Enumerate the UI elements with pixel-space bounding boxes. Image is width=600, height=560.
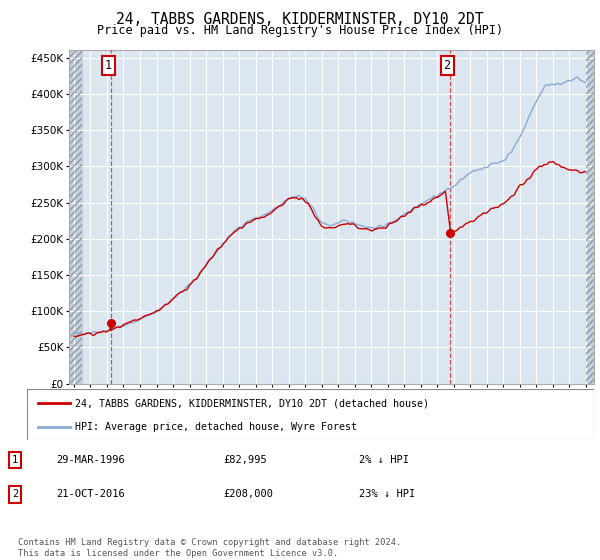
FancyBboxPatch shape bbox=[27, 389, 594, 440]
Text: 24, TABBS GARDENS, KIDDERMINSTER, DY10 2DT (detached house): 24, TABBS GARDENS, KIDDERMINSTER, DY10 2… bbox=[75, 398, 429, 408]
Text: 2% ↓ HPI: 2% ↓ HPI bbox=[359, 455, 409, 465]
Text: 23% ↓ HPI: 23% ↓ HPI bbox=[359, 489, 415, 500]
Text: 1: 1 bbox=[105, 59, 112, 72]
Bar bbox=[586, 50, 594, 384]
Text: 24, TABBS GARDENS, KIDDERMINSTER, DY10 2DT: 24, TABBS GARDENS, KIDDERMINSTER, DY10 2… bbox=[116, 12, 484, 27]
Text: 29-MAR-1996: 29-MAR-1996 bbox=[56, 455, 125, 465]
Text: This data is licensed under the Open Government Licence v3.0.: This data is licensed under the Open Gov… bbox=[18, 549, 338, 558]
Text: 2: 2 bbox=[12, 489, 18, 500]
Text: HPI: Average price, detached house, Wyre Forest: HPI: Average price, detached house, Wyre… bbox=[75, 422, 357, 432]
Bar bbox=[586, 50, 594, 384]
Text: £208,000: £208,000 bbox=[224, 489, 274, 500]
Text: £82,995: £82,995 bbox=[224, 455, 268, 465]
Text: 2: 2 bbox=[443, 59, 451, 72]
Text: Price paid vs. HM Land Registry's House Price Index (HPI): Price paid vs. HM Land Registry's House … bbox=[97, 24, 503, 37]
Text: 21-OCT-2016: 21-OCT-2016 bbox=[56, 489, 125, 500]
Bar bbox=[69, 50, 82, 384]
Bar bbox=[69, 50, 82, 384]
Text: 1: 1 bbox=[12, 455, 18, 465]
Text: Contains HM Land Registry data © Crown copyright and database right 2024.: Contains HM Land Registry data © Crown c… bbox=[18, 538, 401, 547]
